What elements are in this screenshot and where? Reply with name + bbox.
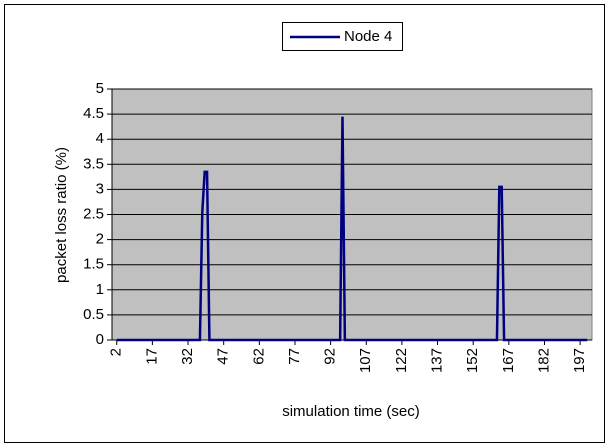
y-tick-label: 5	[96, 80, 104, 97]
x-tick-label: 32	[179, 348, 196, 365]
x-tick-label: 137	[429, 348, 446, 373]
y-tick-label: 0.5	[83, 306, 104, 323]
y-tick-label: 0	[96, 331, 104, 348]
y-tick-label: 4.5	[83, 105, 104, 122]
data-line	[116, 116, 588, 342]
y-tick-label: 1.5	[83, 256, 104, 273]
x-tick-label: 122	[393, 348, 410, 373]
y-tick-label: 3.5	[83, 155, 104, 172]
legend-label: Node 4	[344, 28, 392, 45]
x-tick-label: 167	[500, 348, 517, 373]
y-tick-label: 2	[96, 231, 104, 248]
x-tick-label: 2	[108, 348, 125, 356]
x-tick-label: 77	[286, 348, 303, 365]
x-tick-label: 47	[215, 348, 232, 365]
x-tick-label: 107	[357, 348, 374, 373]
x-tick-label: 182	[535, 348, 552, 373]
y-axis-label: packet loss ratio (%)	[53, 147, 70, 283]
y-tick-label: 2.5	[83, 205, 104, 222]
x-tick-label: 17	[143, 348, 160, 365]
x-tick-label: 152	[464, 348, 481, 373]
x-axis-label: simulation time (sec)	[282, 403, 420, 420]
y-tick-label: 1	[96, 281, 104, 298]
x-tick-label: 62	[250, 348, 267, 365]
y-tick-label: 3	[96, 180, 104, 197]
x-tick-label: 92	[322, 348, 339, 365]
x-tick-label: 197	[571, 348, 588, 373]
y-tick-label: 4	[96, 130, 104, 147]
